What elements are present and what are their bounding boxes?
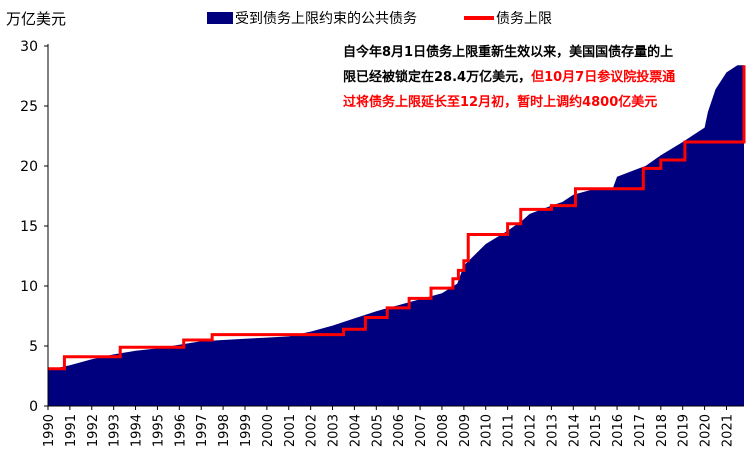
annotation-black-text: 自今年8月1日债务上限重新生效以来，美国国债存量的上限已经被锁定在28.4万亿美… <box>343 45 674 85</box>
x-tick-label: 2019 <box>677 414 692 447</box>
x-tick-label: 2015 <box>589 414 604 447</box>
x-tick-label: 2010 <box>480 414 495 447</box>
legend-swatch-line <box>464 16 494 20</box>
x-tick-label: 2016 <box>611 414 626 447</box>
x-tick-label: 2001 <box>283 414 298 447</box>
x-tick-label: 2012 <box>524 414 539 447</box>
x-tick-label: 2003 <box>327 414 342 447</box>
legend-item-debt-ceiling: 债务上限 <box>464 8 552 28</box>
x-tick-label: 1995 <box>151 414 166 447</box>
x-tick-label: 2018 <box>655 414 670 447</box>
x-tick-label: 1990 <box>42 414 57 447</box>
x-tick-label: 2021 <box>720 414 735 447</box>
y-axis-unit-label: 万亿美元 <box>6 10 67 28</box>
x-tick-label: 2004 <box>348 414 363 447</box>
x-tick-label: 2013 <box>545 414 560 447</box>
x-tick-label: 2002 <box>305 414 320 447</box>
public-debt-area <box>48 65 744 406</box>
x-tick-label: 2011 <box>502 414 517 447</box>
legend-swatch-area <box>207 12 233 24</box>
y-tick-label: 15 <box>20 219 38 235</box>
x-tick-label: 2017 <box>633 414 648 447</box>
x-tick-label: 1993 <box>108 414 123 447</box>
x-tick-label: 2009 <box>458 414 473 447</box>
y-tick-label: 5 <box>29 339 38 355</box>
x-tick-label: 2006 <box>392 414 407 447</box>
x-tick-label: 1999 <box>239 414 254 447</box>
annotation-red-text: 但10月7日参议院投票通过将债务上限延长至12月初，暂时上调约4800亿美元 <box>343 70 676 110</box>
x-tick-label: 2005 <box>370 414 385 447</box>
legend-label-debt-ceiling: 债务上限 <box>496 11 552 27</box>
x-tick-label: 1992 <box>86 414 101 447</box>
x-tick-label: 1991 <box>64 414 79 447</box>
x-tick-label: 1998 <box>217 414 232 447</box>
y-tick-label: 10 <box>20 279 38 295</box>
x-tick-label: 2000 <box>261 414 276 447</box>
y-tick-label: 30 <box>20 39 38 55</box>
y-tick-label: 0 <box>29 399 38 415</box>
x-tick-label: 1997 <box>195 414 210 447</box>
x-tick-label: 2014 <box>567 414 582 447</box>
legend-item-public-debt: 受到债务上限约束的公共债务 <box>207 8 417 28</box>
y-tick-label: 20 <box>20 159 38 175</box>
x-tick-label: 2020 <box>699 414 714 447</box>
legend-label-public-debt: 受到债务上限约束的公共债务 <box>235 11 417 27</box>
x-tick-label: 2007 <box>414 414 429 447</box>
x-tick-label: 1996 <box>173 414 188 447</box>
x-tick-label: 2008 <box>436 414 451 447</box>
x-tick-label: 1994 <box>130 414 145 447</box>
annotation: 自今年8月1日债务上限重新生效以来，美国国债存量的上限已经被锁定在28.4万亿美… <box>343 40 683 115</box>
y-tick-label: 25 <box>20 99 38 115</box>
debt-ceiling-line <box>48 65 746 371</box>
